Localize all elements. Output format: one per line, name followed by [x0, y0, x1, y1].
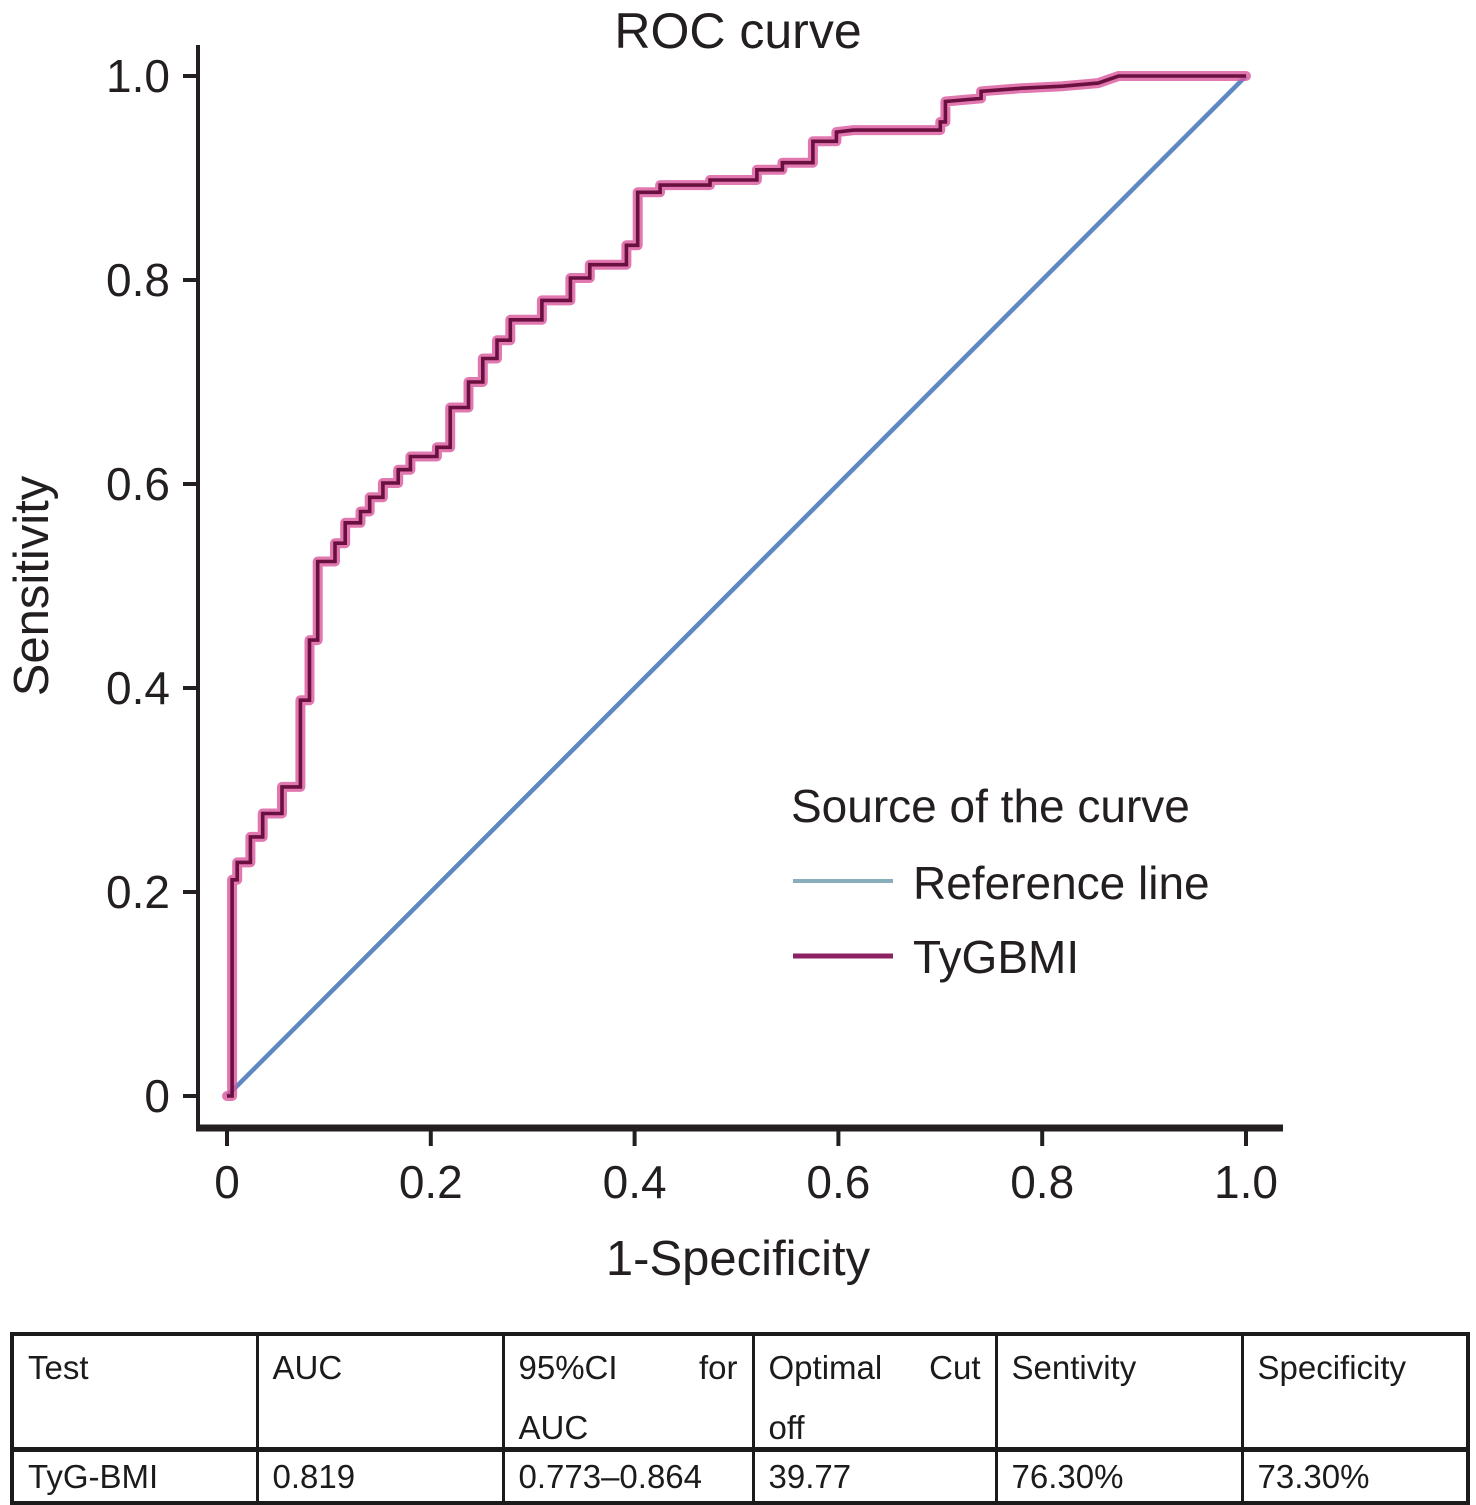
header-cutoff-label: Optimal [768, 1349, 883, 1386]
roc-chart: 0 0.2 0.4 0.6 0.8 1.0 0 0.2 0.4 0.6 0.8 1.0 ROC curv… [5, 3, 1283, 1286]
y-tick-label: 0.2 [106, 866, 170, 918]
header-sensitivity-label: Sentivity [1011, 1349, 1137, 1386]
cell-test-value: TyG-BMI [10, 1447, 259, 1505]
y-tick-label: 1.0 [106, 50, 170, 102]
y-axis-label: Sensitivity [5, 475, 59, 696]
tygbmi-curve [227, 74, 1246, 1098]
header-cell-cutoff: Optimal Cut off [751, 1332, 998, 1452]
x-tick-label: 1.0 [1214, 1156, 1278, 1208]
header-cell-ci: 95%CI for AUC [501, 1332, 755, 1452]
y-tick-label: 0.6 [106, 458, 170, 510]
header-ci-label: 95%CI [518, 1349, 618, 1386]
legend-title: Source of the curve [791, 780, 1190, 832]
cell-specificity-value: 73.30% [1240, 1447, 1470, 1505]
header-cell-test: Test [10, 1332, 259, 1452]
x-tick-label: 0.8 [1010, 1156, 1074, 1208]
legend-label-reference-line: Reference line [913, 857, 1210, 909]
header-specificity-label: Specificity [1257, 1349, 1407, 1386]
header-cell-specificity: Specificity [1240, 1332, 1470, 1452]
header-test-label: Test [28, 1349, 89, 1386]
x-tick-label: 0.4 [603, 1156, 667, 1208]
x-tick-label: 0.6 [806, 1156, 870, 1208]
y-tick-label: 0.4 [106, 662, 170, 714]
results-table: Test AUC 95%CI for AUC Optimal Cut off Sen… [10, 1332, 1470, 1505]
cell-sensitivity-value: 76.30% [994, 1447, 1244, 1505]
x-axis-label: 1-Specificity [606, 1232, 871, 1286]
cell-ci-value: 0.773–0.864 [501, 1447, 755, 1505]
cell-auc-value: 0.819 [255, 1447, 505, 1505]
header-auc-label: AUC [272, 1349, 343, 1386]
header-cell-auc: AUC [255, 1332, 505, 1452]
chart-title: ROC curve [614, 3, 861, 59]
legend-label-tygbmi: TyGBMI [913, 931, 1079, 983]
table-header-row: Test AUC 95%CI for AUC Optimal Cut off Sen… [10, 1332, 1470, 1452]
x-tick-label: 0 [214, 1156, 240, 1208]
x-tick-label: 0.2 [399, 1156, 463, 1208]
cell-cutoff-value: 39.77 [751, 1447, 998, 1505]
reference-line [225, 74, 1248, 1098]
header-cell-sensitivity: Sentivity [994, 1332, 1244, 1452]
table-data-row: TyG-BMI 0.819 0.773–0.864 39.77 76.30% 7… [10, 1447, 1470, 1505]
y-tick-label: 0.8 [106, 254, 170, 306]
y-tick-label: 0 [144, 1070, 170, 1122]
